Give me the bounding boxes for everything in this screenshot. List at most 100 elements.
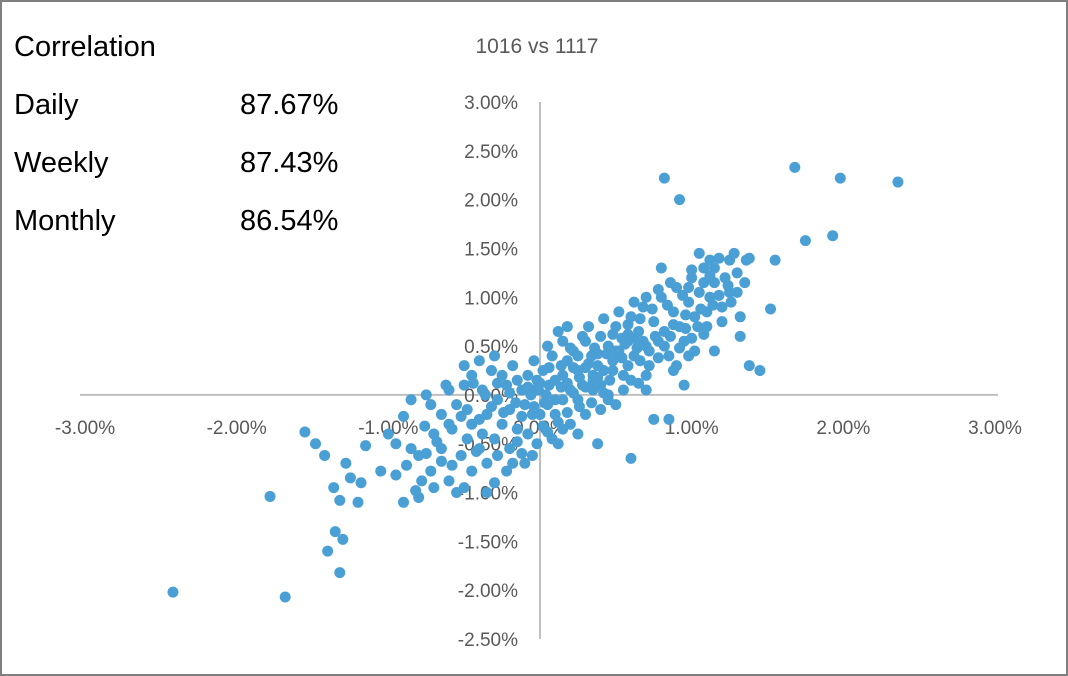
data-point: [546, 350, 558, 362]
data-point: [592, 360, 604, 372]
data-point: [561, 406, 573, 418]
data-point: [485, 365, 497, 376]
data-point: [689, 311, 701, 323]
chart-title: 1016 vs 1117: [476, 35, 599, 58]
data-point: [595, 330, 607, 342]
data-point: [461, 433, 473, 445]
data-point: [398, 496, 409, 508]
data-point: [425, 399, 437, 411]
data-point: [713, 252, 725, 264]
data-point: [419, 420, 431, 432]
data-point: [689, 345, 701, 357]
data-point: [655, 262, 667, 274]
data-point: [405, 394, 417, 406]
data-point: [695, 303, 707, 315]
data-point: [652, 283, 664, 295]
data-point: [613, 306, 625, 318]
x-tick-label: 2.00%: [816, 418, 870, 439]
data-point: [519, 399, 531, 411]
data-point: [507, 457, 519, 469]
data-point: [595, 404, 607, 416]
data-point: [692, 321, 704, 333]
x-tick-label: 3.00%: [968, 418, 1022, 439]
correlation-heading: Correlation: [14, 31, 156, 63]
data-point: [382, 428, 394, 440]
data-point: [511, 423, 523, 435]
data-point: [567, 362, 579, 374]
data-point: [542, 340, 554, 352]
data-point: [398, 410, 409, 422]
data-point: [677, 289, 689, 301]
data-point: [522, 381, 534, 393]
data-point: [446, 459, 458, 471]
data-point: [519, 457, 531, 469]
data-point: [489, 350, 500, 362]
data-point: [671, 360, 682, 372]
data-point: [739, 277, 751, 289]
data-point: [337, 533, 349, 545]
data-point: [532, 384, 544, 396]
data-point: [661, 299, 673, 311]
data-point: [564, 342, 576, 354]
data-point: [328, 482, 340, 494]
x-tick-label: -2.00%: [207, 418, 267, 439]
data-point: [555, 381, 567, 393]
data-point: [686, 332, 698, 344]
data-point: [334, 567, 346, 579]
data-point: [827, 230, 839, 242]
data-point: [592, 371, 604, 383]
data-point: [425, 465, 437, 477]
data-point: [549, 408, 561, 420]
data-point: [658, 340, 670, 352]
y-tick-label: -2.50%: [458, 630, 518, 651]
data-point: [640, 291, 652, 303]
data-point: [375, 465, 387, 477]
data-point: [607, 365, 619, 376]
data-point: [455, 410, 467, 422]
data-point: [567, 387, 579, 399]
data-point: [580, 381, 591, 393]
data-point: [416, 475, 428, 487]
monthly-label: Monthly: [14, 205, 116, 237]
data-point: [664, 330, 676, 342]
data-point: [473, 413, 485, 425]
data-point: [555, 360, 567, 372]
data-point: [443, 475, 455, 487]
data-point: [531, 374, 543, 386]
y-tick-label: 2.00%: [464, 191, 518, 212]
data-point: [637, 301, 649, 313]
data-point: [664, 277, 676, 289]
data-point: [622, 360, 634, 372]
data-point: [704, 270, 716, 282]
x-tick-label: -1.00%: [358, 418, 418, 439]
data-point: [405, 443, 417, 455]
data-point: [431, 436, 443, 448]
data-point: [789, 161, 801, 173]
data-point: [413, 449, 425, 461]
data-point: [504, 387, 516, 399]
data-point: [573, 401, 585, 413]
data-point: [643, 360, 655, 372]
data-point: [625, 452, 637, 464]
data-point: [646, 303, 658, 315]
y-tick-label: 1.50%: [464, 239, 518, 260]
data-point: [552, 438, 564, 450]
data-point: [390, 469, 402, 481]
data-point: [743, 360, 755, 372]
data-point: [340, 457, 352, 469]
data-point: [428, 482, 440, 494]
data-point: [628, 296, 640, 308]
data-point: [557, 423, 569, 435]
data-point: [458, 379, 470, 391]
data-point: [716, 301, 728, 313]
data-point: [731, 267, 743, 279]
data-point: [352, 496, 364, 508]
data-point: [698, 262, 710, 274]
data-point: [322, 545, 334, 557]
data-point: [557, 335, 569, 347]
data-point: [663, 413, 675, 425]
data-point: [622, 319, 634, 331]
data-point: [693, 247, 705, 259]
data-point: [740, 254, 752, 266]
